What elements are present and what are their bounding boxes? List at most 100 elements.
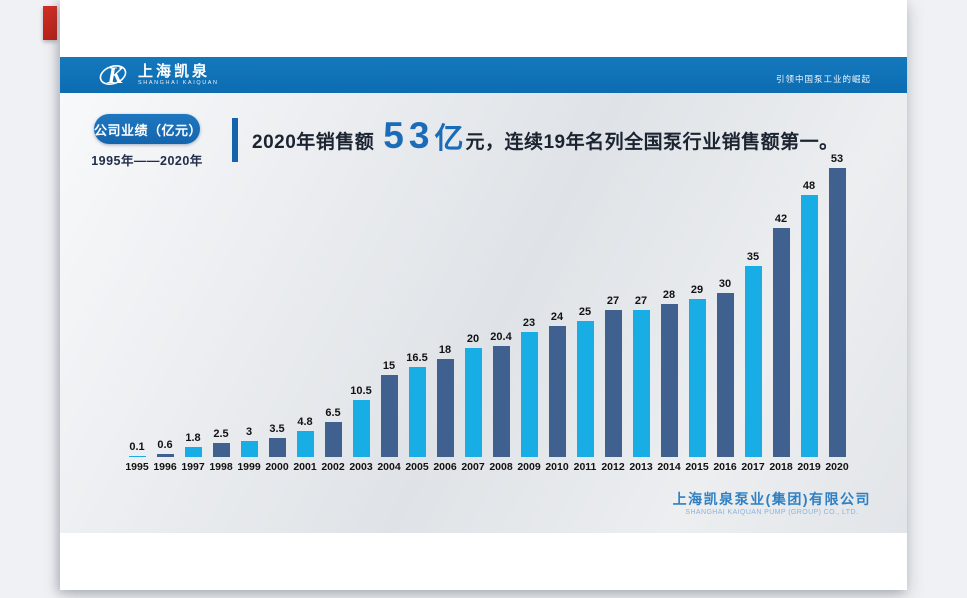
bar	[128, 456, 146, 457]
bar	[660, 304, 678, 457]
brand-name-en: SHANGHAI KAIQUAN	[138, 79, 219, 86]
bar-year-label: 2001	[293, 461, 317, 473]
bar-year-label: 1995	[125, 461, 149, 473]
slide-header-bar: K 上海凯泉 SHANGHAI KAIQUAN 引领中国泵工业的崛起	[60, 57, 907, 93]
bar	[688, 299, 706, 457]
bar	[828, 168, 846, 457]
footer-company-name-en: SHANGHAI KAIQUAN PUMP (GROUP) CO., LTD.	[685, 509, 859, 517]
bar	[716, 293, 734, 457]
header-slogan: 引领中国泵工业的崛起	[775, 74, 871, 84]
bar-value-label: 24	[550, 311, 564, 323]
bar-value-label: 27	[606, 295, 620, 307]
bar-year-label: 2011	[573, 461, 597, 473]
bar	[520, 332, 538, 457]
bar-value-label: 0.6	[157, 439, 173, 451]
bar	[604, 310, 622, 457]
bar-value-label: 42	[774, 213, 788, 225]
bar-value-label: 6.5	[325, 407, 341, 419]
bar-year-label: 2007	[461, 461, 485, 473]
bar-year-label: 2019	[797, 461, 821, 473]
bar-value-label: 3	[245, 426, 253, 438]
bar-value-label: 25	[578, 306, 592, 318]
bar	[744, 266, 762, 457]
bar-value-label: 10.5	[350, 385, 372, 397]
headline-big-unit: 亿	[434, 123, 464, 155]
bar	[352, 400, 370, 457]
bar-year-label: 2009	[517, 461, 541, 473]
headline-accent-bar	[232, 118, 238, 162]
bar-value-label: 2.5	[213, 428, 229, 440]
bar-value-label: 23	[522, 317, 536, 329]
headline-big-number: 53	[383, 115, 435, 156]
presentation-slide: K 上海凯泉 SHANGHAI KAIQUAN 引领中国泵工业的崛起 公司业绩（…	[60, 0, 907, 590]
bar-value-label: 35	[746, 251, 760, 263]
bar-year-label: 2008	[489, 461, 513, 473]
bar-year-label: 1997	[181, 461, 205, 473]
bar	[268, 438, 286, 457]
bar	[492, 346, 510, 457]
bar-year-label: 2006	[433, 461, 457, 473]
bar	[436, 359, 454, 457]
headline-block: 2020年销售额 53亿 元，连续19年名列全国泵行业销售额第一。	[232, 113, 839, 167]
kaiquan-logo-icon: K	[99, 63, 127, 88]
bar-year-label: 2004	[377, 461, 401, 473]
bar-year-label: 2000	[265, 461, 289, 473]
bar	[324, 422, 342, 457]
bar	[212, 443, 230, 457]
brand-name-cn: 上海凯泉	[138, 62, 211, 80]
footer-company-block: 上海凯泉泵业(集团)有限公司 SHANGHAI KAIQUAN PUMP (GR…	[673, 491, 871, 517]
bar-year-label: 2015	[685, 461, 709, 473]
bar	[772, 228, 790, 457]
bar	[240, 441, 258, 457]
bar-year-label: 1999	[237, 461, 261, 473]
svg-text:K: K	[106, 63, 124, 88]
bar-value-label: 20	[466, 333, 480, 345]
bar-value-label: 0.1	[129, 441, 145, 453]
bar-value-label: 1.8	[185, 432, 201, 444]
chart-title-badge-label: 公司业绩（亿元）	[94, 122, 203, 138]
bar-year-label: 1998	[209, 461, 233, 473]
bar-year-label: 2016	[713, 461, 737, 473]
brand-text: 上海凯泉 SHANGHAI KAIQUAN	[138, 64, 219, 87]
bar-year-label: 1996	[153, 461, 177, 473]
bar-year-label: 2013	[629, 461, 653, 473]
bar-year-label: 2014	[657, 461, 681, 473]
bar-year-label: 2002	[321, 461, 345, 473]
bar-year-label: 2017	[741, 461, 765, 473]
bar-year-label: 2020	[825, 461, 849, 473]
bar-chart: 0.1 1995 0.6 1996 1.8 1997 2.5 1998 3 1999 3.5 2000…	[60, 93, 907, 533]
bar	[576, 321, 594, 457]
bar-value-label: 28	[662, 289, 676, 301]
bar-value-label: 15	[382, 360, 396, 372]
chart-title-badge: 公司业绩（亿元）	[94, 114, 203, 144]
footer-company-name-cn: 上海凯泉泵业(集团)有限公司	[672, 491, 871, 507]
bar-value-label: 18	[438, 344, 452, 356]
bar-value-label: 16.5	[406, 352, 428, 364]
bar	[632, 310, 650, 457]
bar-year-label: 2012	[601, 461, 625, 473]
bar-value-label: 3.5	[269, 423, 285, 435]
bar-value-label: 4.8	[297, 416, 313, 428]
headline-suffix: 元，连续19年名列全国泵行业销售额第一。	[465, 132, 839, 153]
bar	[464, 348, 482, 457]
headline-text: 2020年销售额 53亿 元，连续19年名列全国泵行业销售额第一。	[252, 113, 839, 167]
bar-value-label: 20.4	[490, 331, 512, 343]
bar-year-label: 2010	[545, 461, 569, 473]
red-ribbon-decoration	[43, 6, 57, 40]
bar-value-label: 48	[802, 180, 816, 192]
bar-value-label: 27	[634, 295, 648, 307]
bar-value-label: 30	[718, 278, 732, 290]
bar	[156, 454, 174, 457]
bar	[800, 195, 818, 457]
brand-logo-group: K 上海凯泉 SHANGHAI KAIQUAN	[98, 60, 219, 90]
bar-year-label: 2003	[349, 461, 373, 473]
bar	[408, 367, 426, 457]
bar	[184, 447, 202, 457]
slide-content-area: 公司业绩（亿元） 1995年——2020年 2020年销售额 53亿 元，连续19年…	[60, 93, 907, 533]
bar-year-label: 2005	[405, 461, 429, 473]
bar	[380, 375, 398, 457]
chart-year-range: 1995年——2020年	[91, 154, 203, 168]
bar-year-label: 2018	[769, 461, 793, 473]
bar	[548, 326, 566, 457]
